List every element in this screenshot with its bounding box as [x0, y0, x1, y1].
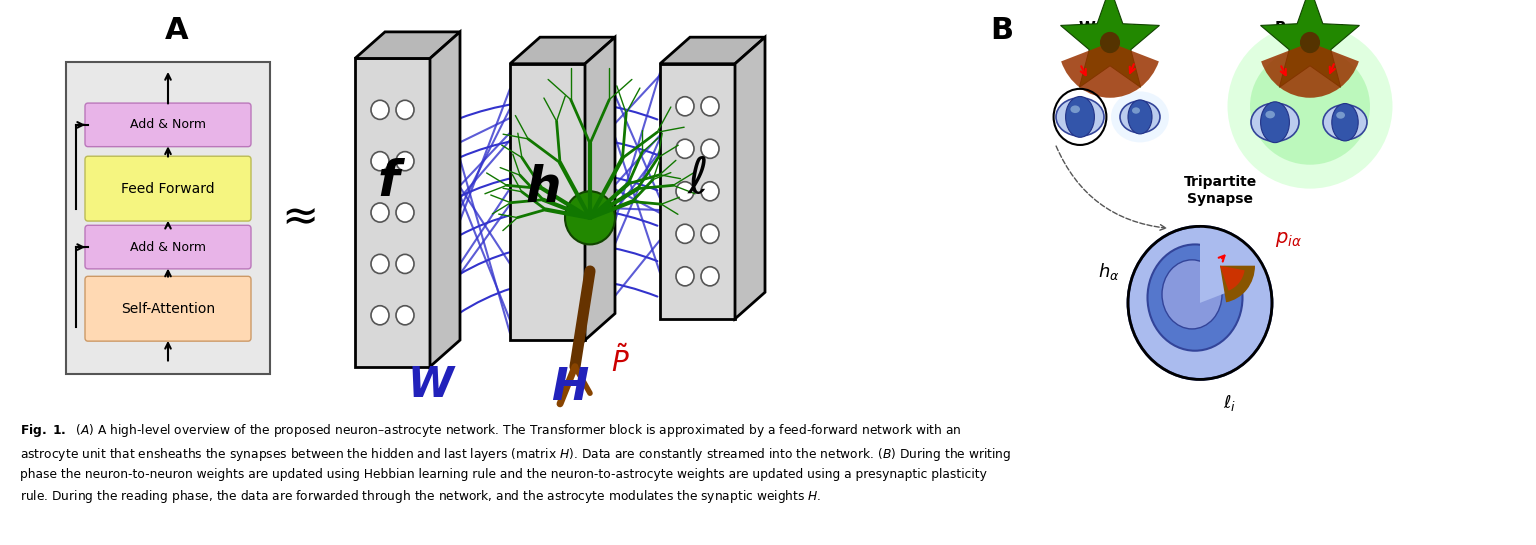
Wedge shape	[1261, 43, 1359, 98]
Circle shape	[700, 181, 719, 201]
Circle shape	[372, 100, 389, 119]
Text: h: h	[525, 164, 562, 212]
Ellipse shape	[1120, 101, 1160, 133]
Polygon shape	[430, 32, 459, 367]
Ellipse shape	[1071, 105, 1080, 113]
Text: f: f	[378, 158, 399, 205]
Text: $\ell$: $\ell$	[687, 155, 708, 203]
Ellipse shape	[1066, 96, 1094, 137]
Circle shape	[372, 152, 389, 171]
Polygon shape	[1261, 0, 1359, 87]
Circle shape	[396, 100, 415, 119]
Circle shape	[700, 139, 719, 159]
Wedge shape	[1220, 265, 1255, 302]
Text: $\mathbf{Fig.\ 1.}$  ($A$) A high-level overview of the proposed neuron–astrocyt: $\mathbf{Fig.\ 1.}$ ($A$) A high-level o…	[20, 422, 1011, 505]
Ellipse shape	[1057, 98, 1104, 136]
Ellipse shape	[1227, 24, 1393, 189]
Circle shape	[565, 191, 614, 244]
Text: A: A	[164, 16, 189, 45]
Text: Writing: Writing	[1078, 21, 1141, 37]
Circle shape	[676, 224, 694, 244]
Circle shape	[676, 96, 694, 116]
Circle shape	[372, 255, 389, 274]
Ellipse shape	[1147, 244, 1243, 351]
Circle shape	[676, 267, 694, 286]
Text: Add & Norm: Add & Norm	[131, 240, 206, 253]
Polygon shape	[660, 37, 765, 64]
Text: Self-Attention: Self-Attention	[121, 302, 215, 316]
Ellipse shape	[1127, 100, 1152, 134]
Text: H: H	[551, 366, 588, 409]
Text: $p_{i\alpha}$: $p_{i\alpha}$	[1275, 229, 1303, 249]
FancyBboxPatch shape	[84, 276, 250, 341]
Ellipse shape	[1332, 104, 1358, 141]
FancyBboxPatch shape	[84, 103, 250, 147]
FancyBboxPatch shape	[84, 225, 250, 269]
Circle shape	[1101, 33, 1120, 52]
FancyBboxPatch shape	[66, 62, 270, 374]
Ellipse shape	[1250, 48, 1370, 165]
Ellipse shape	[1322, 105, 1367, 140]
Wedge shape	[1061, 43, 1158, 98]
Text: W: W	[407, 364, 453, 406]
Polygon shape	[736, 37, 765, 319]
Circle shape	[372, 203, 389, 222]
Circle shape	[700, 224, 719, 244]
Circle shape	[396, 306, 415, 325]
Ellipse shape	[1261, 102, 1289, 143]
Polygon shape	[1060, 0, 1160, 87]
Circle shape	[700, 267, 719, 286]
Polygon shape	[660, 64, 736, 319]
Ellipse shape	[1163, 260, 1223, 329]
Circle shape	[676, 181, 694, 201]
Ellipse shape	[1132, 107, 1140, 114]
FancyBboxPatch shape	[84, 156, 250, 221]
Ellipse shape	[1266, 111, 1275, 118]
Text: Feed Forward: Feed Forward	[121, 181, 215, 196]
Polygon shape	[585, 37, 614, 340]
Circle shape	[676, 139, 694, 159]
Ellipse shape	[1111, 92, 1169, 142]
Circle shape	[396, 152, 415, 171]
Text: ≈: ≈	[281, 196, 318, 239]
Wedge shape	[1220, 265, 1244, 290]
Text: Tripartite
Synapse: Tripartite Synapse	[1183, 175, 1256, 205]
Wedge shape	[1200, 226, 1267, 303]
Polygon shape	[355, 58, 430, 367]
Circle shape	[396, 203, 415, 222]
Text: $h_\alpha$: $h_\alpha$	[1098, 261, 1120, 282]
Ellipse shape	[1336, 112, 1346, 119]
Text: Add & Norm: Add & Norm	[131, 118, 206, 131]
Circle shape	[1127, 226, 1272, 379]
Polygon shape	[510, 64, 585, 340]
Circle shape	[372, 306, 389, 325]
Text: B: B	[991, 16, 1014, 45]
Circle shape	[396, 255, 415, 274]
Text: $\tilde{P}$: $\tilde{P}$	[611, 345, 630, 378]
Circle shape	[700, 96, 719, 116]
Text: $\ell_i$: $\ell_i$	[1224, 393, 1236, 413]
Text: Reading: Reading	[1275, 21, 1346, 37]
Circle shape	[1301, 33, 1319, 52]
Ellipse shape	[1250, 103, 1299, 141]
Polygon shape	[510, 37, 614, 64]
Polygon shape	[355, 32, 459, 58]
